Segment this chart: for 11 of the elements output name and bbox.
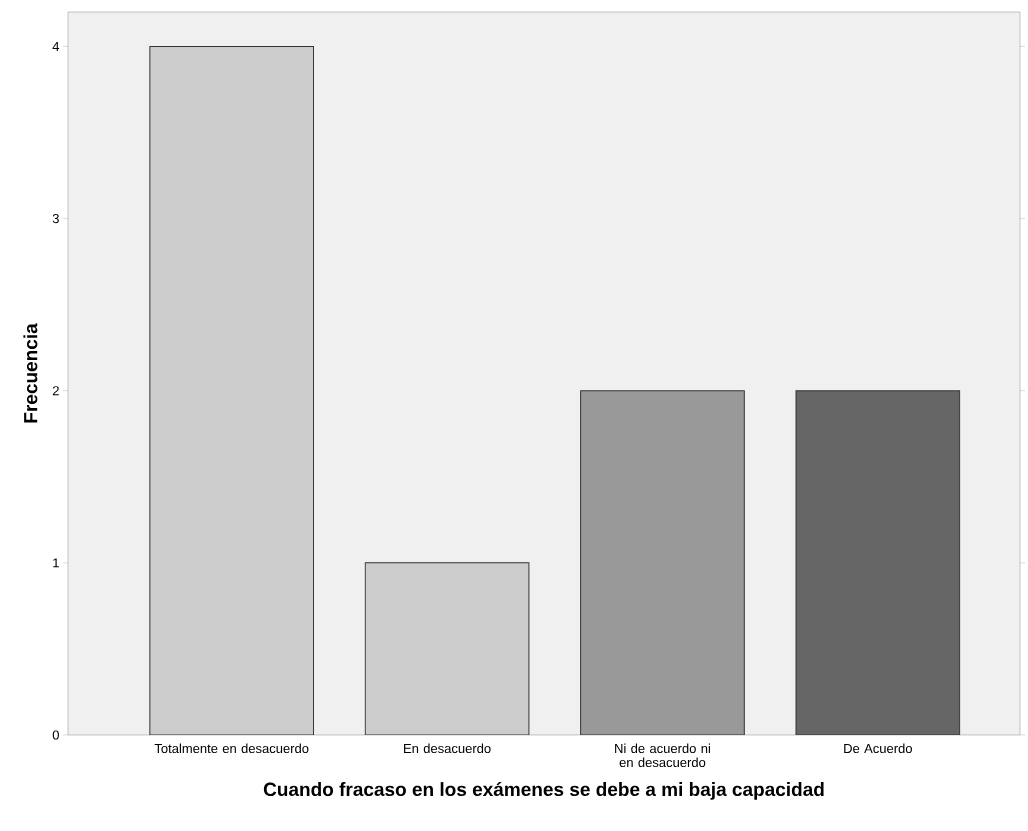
y-tick-label: 3 <box>52 213 59 224</box>
y-tick-label: 2 <box>52 386 59 396</box>
x-tick-label: De Acuerdo <box>844 743 912 754</box>
x-tick-label: En desacuerdo <box>404 743 491 754</box>
x-tick-label: Ni de acuerdo ni en desacuerdo <box>615 743 710 768</box>
y-tick-label: 4 <box>52 41 60 51</box>
y-tick-label: 1 <box>53 558 59 568</box>
x-tick-label: Totalmente en desacuerdo <box>154 743 309 754</box>
y-axis-title: Frecuencia <box>23 323 38 423</box>
y-tick-label: 0 <box>52 730 59 740</box>
x-axis-title: Cuando fracaso en los exámenes se debe a mi baja capacidad <box>263 781 824 800</box>
